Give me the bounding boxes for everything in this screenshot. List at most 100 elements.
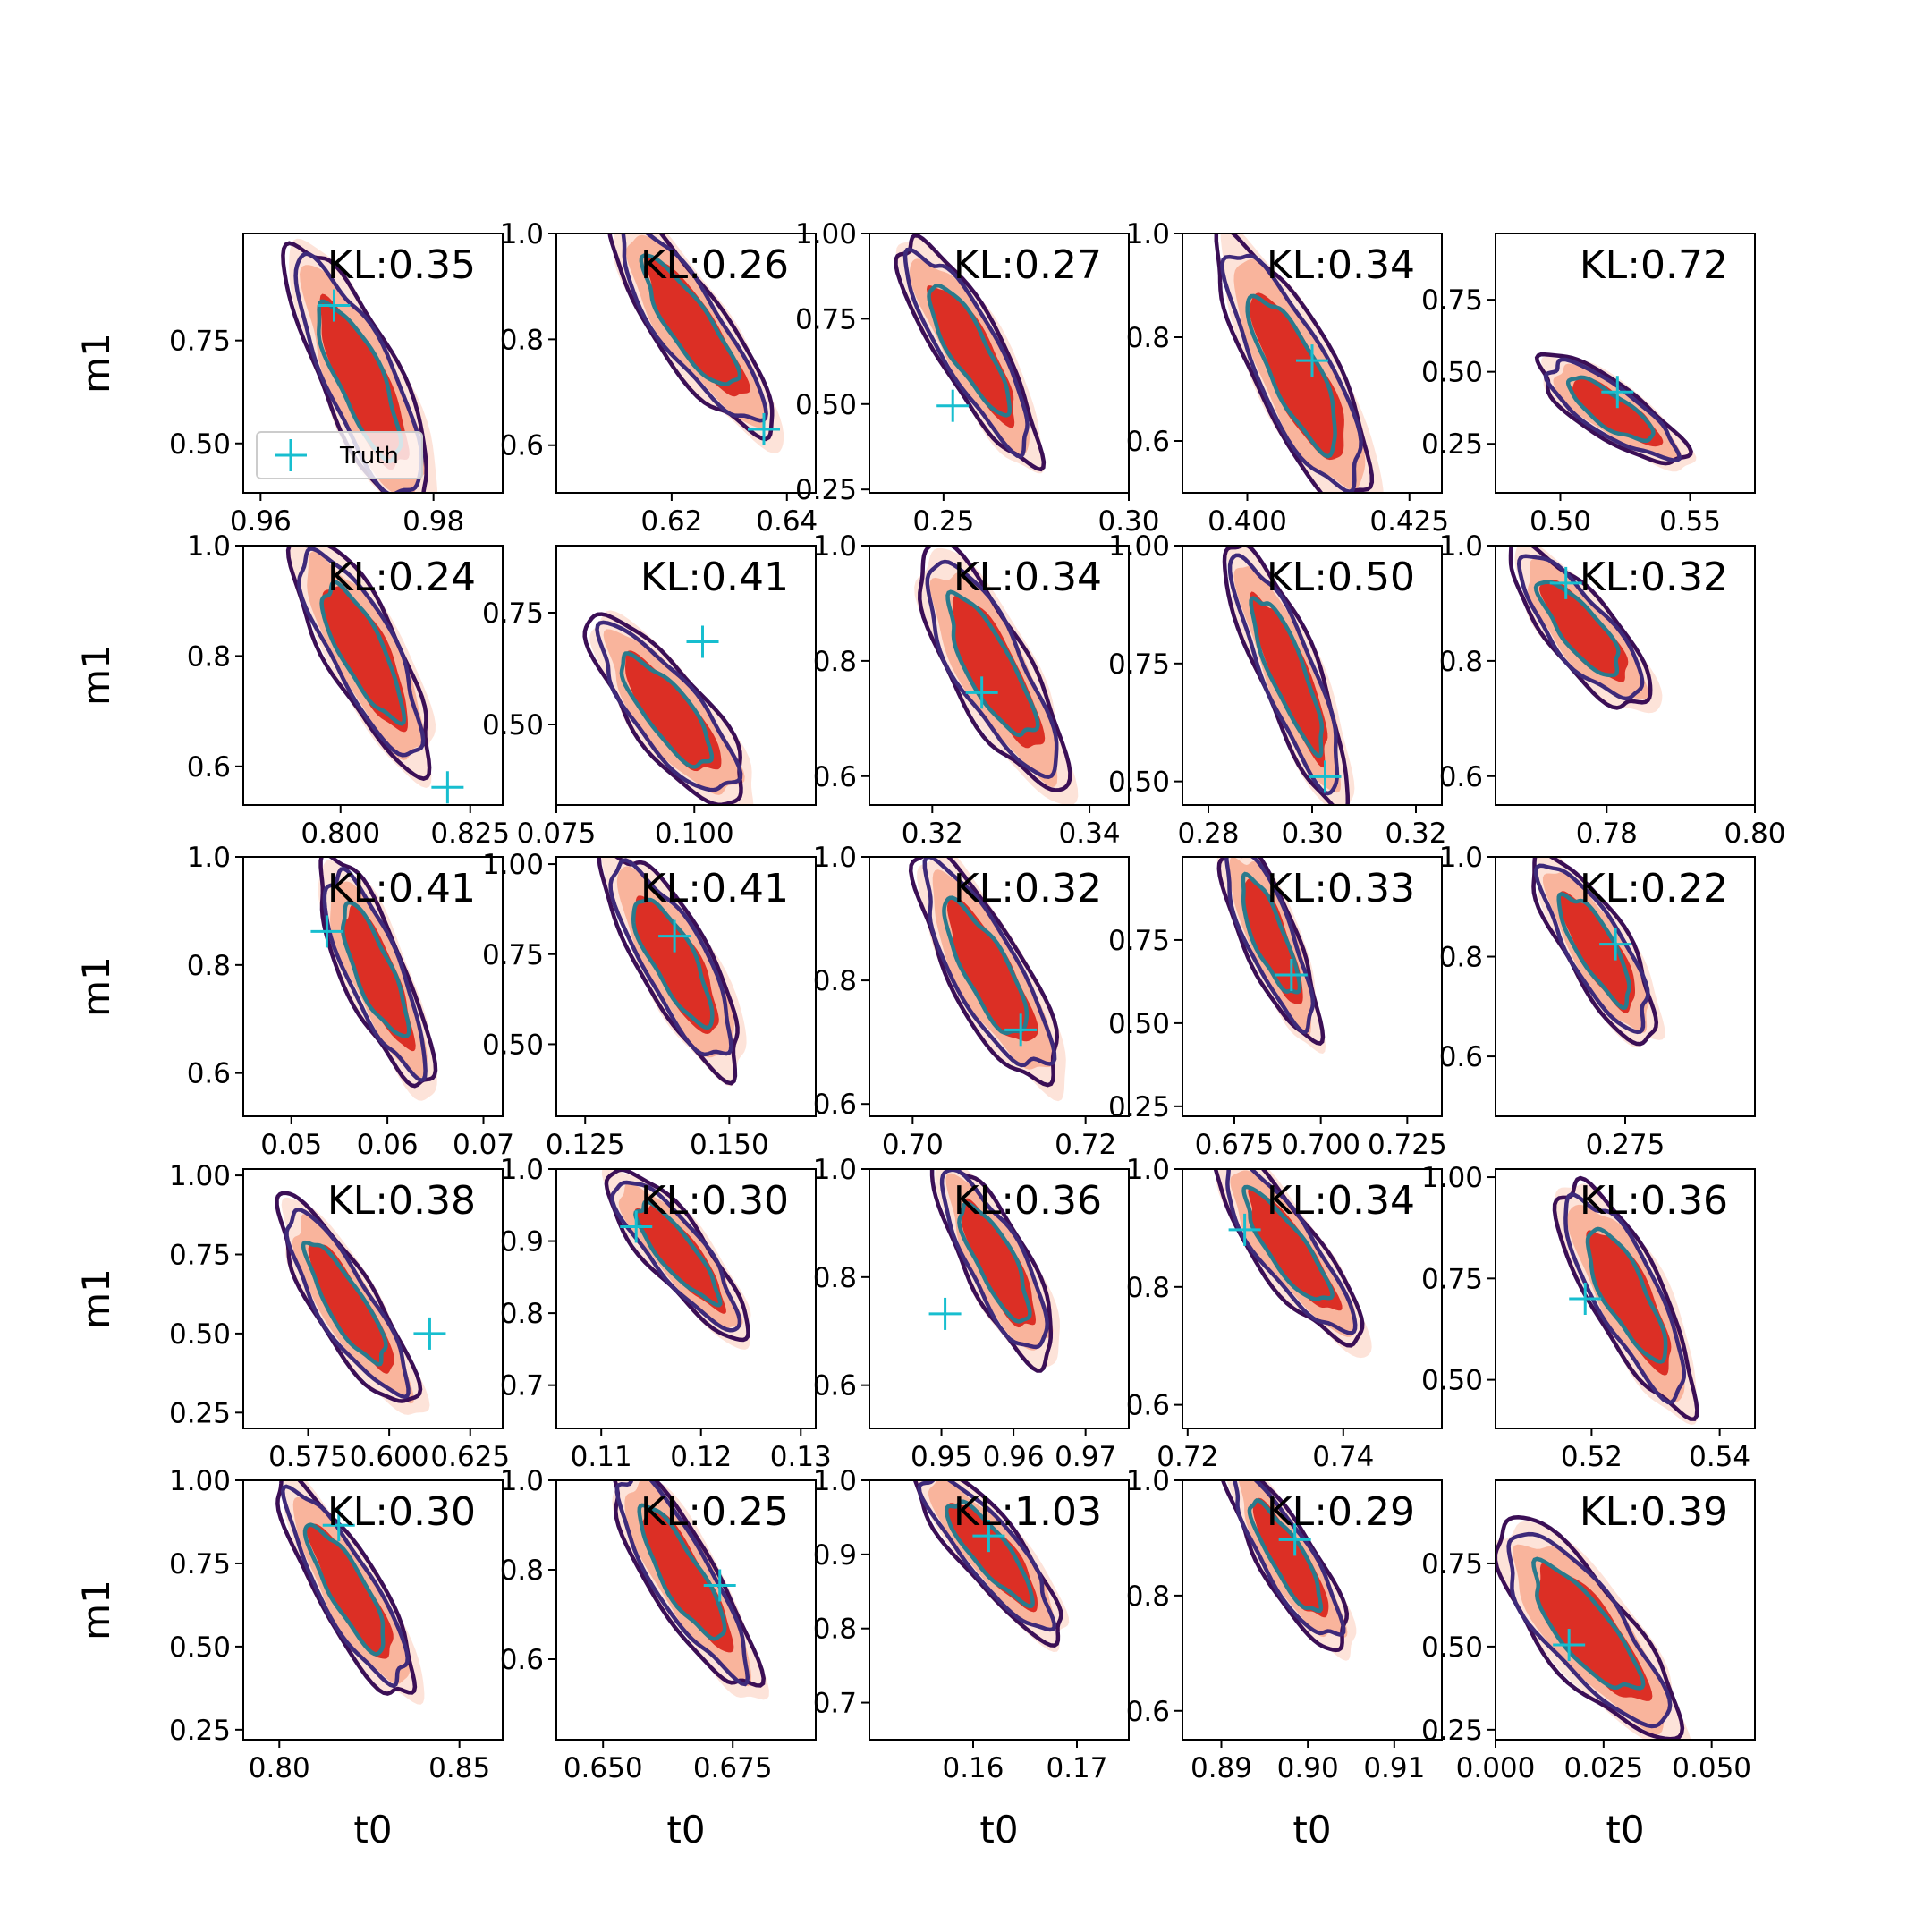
x-tick-label: 0.30 <box>1281 818 1343 850</box>
contour-line-mid <box>1227 553 1340 796</box>
x-tick-label: 0.54 <box>1689 1441 1750 1473</box>
y-axis-label: m1 <box>74 1268 118 1329</box>
y-tick-label: 0.8 <box>813 1614 857 1646</box>
contour-line-outer <box>582 612 743 805</box>
panel-frame <box>242 1479 504 1741</box>
panel-frame <box>1495 233 1756 494</box>
panel-7: 0.075 0.100 0.50 0.75 KL:0.41 <box>482 545 817 850</box>
x-tick-label: 0.600 <box>350 1441 429 1473</box>
x-tick-label: 0.650 <box>564 1752 643 1784</box>
kl-label: KL:0.39 <box>1580 1489 1728 1535</box>
y-tick-label: 0.6 <box>813 1370 857 1402</box>
contour-line-inner <box>1241 871 1302 995</box>
x-tick-label: 0.07 <box>453 1129 514 1161</box>
x-tick-label: 0.725 <box>1368 1129 1447 1161</box>
truth-marker <box>1309 760 1342 793</box>
truth-marker <box>1553 1629 1586 1662</box>
contour-line-inner <box>1247 1498 1324 1614</box>
y-tick-label: 0.6 <box>1439 761 1483 793</box>
y-tick-label: 1.0 <box>500 1154 544 1186</box>
x-axis-label: t0 <box>666 1808 705 1852</box>
y-tick-label: 0.6 <box>1126 1390 1170 1422</box>
kl-label: KL:0.32 <box>953 866 1102 911</box>
contour-line-mid <box>610 1180 742 1333</box>
x-tick-label: 0.11 <box>571 1441 632 1473</box>
panel-3: 0.25 0.30 0.25 0.50 0.75 1.00 KL:0.27 <box>795 218 1160 538</box>
y-tick-label: 0.6 <box>1126 1696 1170 1728</box>
y-tick-label: 0.50 <box>795 389 857 421</box>
truth-marker <box>310 915 343 948</box>
truth-marker <box>928 1297 962 1330</box>
kde-fill-inner <box>947 897 1038 1042</box>
y-tick-label: 0.50 <box>1421 357 1483 389</box>
contour-line-mid <box>925 559 1059 779</box>
contour-line-mid <box>1533 863 1650 1035</box>
x-tick-label: 0.52 <box>1561 1441 1623 1473</box>
contour-line-mid <box>284 1207 411 1400</box>
kde-fill-inner <box>634 895 719 1034</box>
y-tick-label: 0.8 <box>1126 322 1170 354</box>
panel-11: 0.05 0.06 0.07 0.6 0.8 1.0 KL:0.41 <box>187 842 514 1161</box>
panel-plot-area <box>912 1480 1070 1652</box>
kde-fill-inner <box>634 1204 726 1314</box>
y-tick-label: 0.25 <box>1421 428 1483 461</box>
x-tick-label: 0.800 <box>301 818 380 850</box>
kde-fill-inner <box>962 1198 1036 1328</box>
panel-frame <box>242 1168 504 1429</box>
y-tick-label: 0.9 <box>500 1226 544 1258</box>
y-tick-label: 0.75 <box>482 597 544 630</box>
panel-2: 0.62 0.64 0.6 0.8 1.0 KL:0.26 <box>500 218 818 538</box>
contour-line-mid <box>1224 857 1316 1035</box>
x-tick-label: 0.96 <box>230 505 292 538</box>
y-axis-label: m1 <box>74 645 118 706</box>
legend-label: Truth <box>339 443 399 470</box>
kde-fill-inner <box>1252 1497 1329 1618</box>
x-tick-label: 0.17 <box>1046 1752 1107 1784</box>
panel-plot-area <box>894 233 1046 474</box>
contour-line-mid <box>621 233 768 423</box>
y-tick-label: 0.75 <box>169 326 231 358</box>
panel-plot-area <box>275 1480 425 1705</box>
panel-frame <box>869 545 1130 806</box>
kde-fill-inner <box>946 1503 1038 1613</box>
y-tick-label: 0.25 <box>169 1397 231 1429</box>
x-axis-label: t0 <box>979 1808 1018 1852</box>
contour-line-inner <box>1585 1226 1668 1364</box>
panel-frame <box>555 1168 817 1429</box>
y-axis-label: m1 <box>74 333 118 394</box>
y-axis-label: m1 <box>74 956 118 1017</box>
contour-line-outer <box>1534 352 1693 466</box>
x-tick-label: 0.425 <box>1369 505 1449 538</box>
y-tick-label: 0.8 <box>500 324 544 356</box>
kl-label: KL:0.34 <box>1267 1178 1415 1224</box>
truth-marker <box>431 771 464 804</box>
kde-fill-inner <box>927 285 1015 428</box>
y-tick-label: 1.0 <box>1439 530 1483 563</box>
truth-marker <box>703 1569 736 1602</box>
y-tick-label: 0.25 <box>1421 1715 1483 1747</box>
contour-line-mid <box>296 547 426 758</box>
contour-line-inner <box>944 1499 1035 1609</box>
x-tick-label: 0.70 <box>882 1129 944 1161</box>
panel-8: 0.32 0.34 0.6 0.8 1.0 KL:0.34 <box>813 530 1130 850</box>
x-tick-label: 0.34 <box>1059 818 1121 850</box>
x-tick-label: 0.95 <box>911 1441 972 1473</box>
y-tick-label: 1.0 <box>1126 1154 1170 1186</box>
panel-20: 0.52 0.54 0.50 0.75 1.00 KL:0.36 <box>1421 1162 1756 1473</box>
x-tick-label: 0.05 <box>260 1129 322 1161</box>
x-tick-label: 0.72 <box>1157 1441 1218 1473</box>
contour-line-mid <box>1506 1531 1673 1729</box>
truth-marker <box>1296 344 1328 377</box>
panel-13: 0.70 0.72 0.6 0.8 1.0 KL:0.32 <box>813 842 1130 1161</box>
contour-line-outer <box>597 857 740 1086</box>
y-tick-label: 0.50 <box>1108 767 1170 799</box>
y-tick-label: 0.8 <box>1439 942 1483 974</box>
panel-9: 0.28 0.30 0.32 0.50 0.75 1.00 KL:0.50 <box>1108 530 1447 850</box>
kl-label: KL:0.50 <box>1267 555 1415 600</box>
contour-line-mid <box>902 247 1030 459</box>
y-tick-label: 0.8 <box>813 1262 857 1294</box>
contour-line-inner <box>619 651 715 769</box>
x-tick-label: 0.100 <box>655 818 734 850</box>
panel-plot-area <box>928 1169 1060 1373</box>
panel-14: 0.675 0.700 0.725 0.25 0.50 0.75 KL:0.33 <box>1108 856 1447 1161</box>
